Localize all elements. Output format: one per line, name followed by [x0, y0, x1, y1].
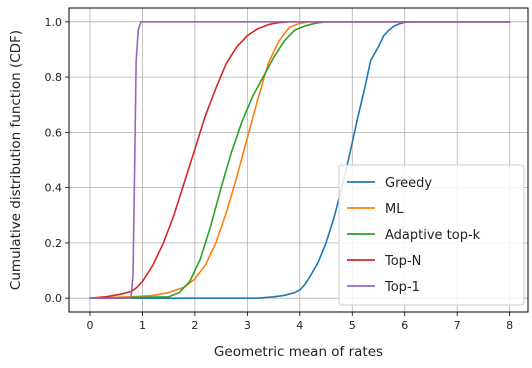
series-line-top-1 — [89, 21, 511, 299]
x-axis-label: Geometric mean of rates — [214, 344, 383, 360]
x-tick-label: 1 — [139, 319, 146, 332]
x-tick-label: 2 — [191, 319, 198, 332]
y-tick-label: 0.0 — [45, 292, 63, 305]
legend-label-ml: ML — [385, 202, 404, 217]
y-tick-label: 0.6 — [45, 126, 63, 139]
x-tick-label: 6 — [401, 319, 408, 332]
legend-label-top-n: Top-N — [384, 254, 421, 269]
legend-label-greedy: Greedy — [385, 176, 432, 191]
legend-label-adaptive-top-k: Adaptive top-k — [385, 228, 481, 243]
grid-layer — [69, 8, 528, 312]
tick-layer: 0 1 2 3 4 5 6 7 8 0.0 0.2 0.4 0.6 0.8 1.0 — [45, 16, 514, 332]
x-tick-label: 0 — [86, 319, 93, 332]
legend-box — [338, 164, 525, 306]
y-tick-label: 0.8 — [45, 71, 63, 84]
y-axis-label: Cumulative distribution function (CDF) — [8, 30, 24, 290]
legend-label-top-1: Top-1 — [384, 280, 420, 295]
x-tick-label: 7 — [454, 319, 461, 332]
y-tick-label: 0.2 — [45, 237, 63, 250]
y-tick-label: 1.0 — [45, 16, 63, 29]
x-tick-label: 8 — [506, 319, 513, 332]
legend: Greedy ML Adaptive top-k Top-N Top-1 — [338, 164, 525, 306]
plot-frame — [68, 7, 529, 313]
series-line-adaptive-top-k — [89, 21, 511, 299]
x-tick-label: 5 — [349, 319, 356, 332]
x-tick-label: 3 — [244, 319, 251, 332]
series-line-ml — [89, 21, 511, 299]
x-tick-label: 4 — [296, 319, 303, 332]
y-tick-label: 0.4 — [45, 182, 63, 195]
series-line-top-n — [89, 21, 511, 299]
